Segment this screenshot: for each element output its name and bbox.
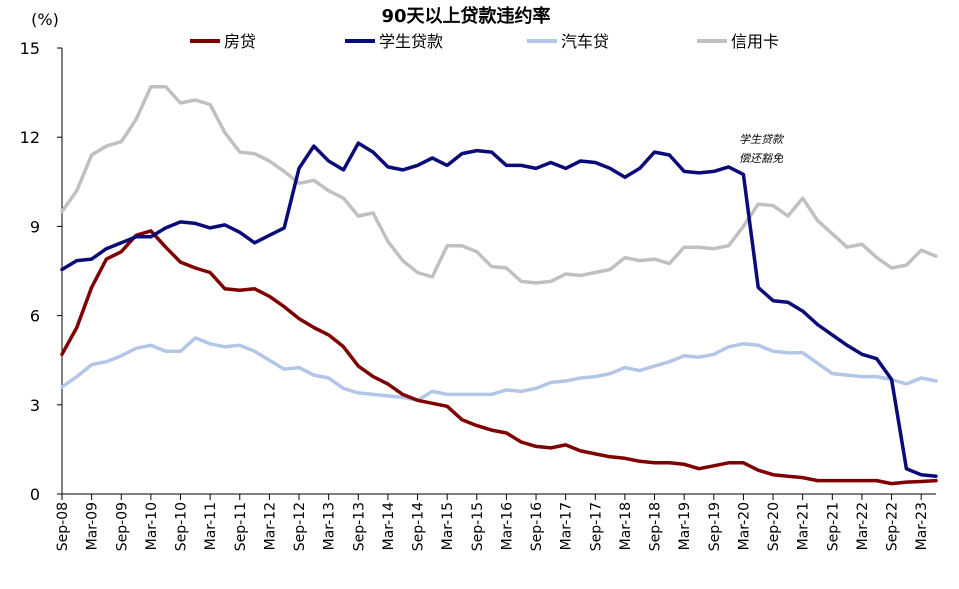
- x-tick-label: Sep-18: [648, 502, 664, 551]
- series-group: [60, 84, 938, 486]
- legend: 房贷 学生贷款 汽车贷 信用卡: [190, 32, 779, 51]
- x-tick-label: Sep-13: [351, 502, 367, 551]
- y-axis: 0 3 6 9 12 15: [20, 39, 63, 504]
- series-line-2: [60, 336, 938, 403]
- x-tick-label: Sep-22: [885, 502, 901, 551]
- x-tick-label: Mar-20: [736, 502, 752, 550]
- legend-label-3: 信用卡: [731, 32, 779, 51]
- x-tick-label: Sep-17: [588, 502, 604, 551]
- y-axis-unit: (%): [31, 10, 59, 29]
- x-tick-label: Sep-12: [292, 502, 308, 551]
- legend-label-2: 汽车贷: [561, 32, 609, 51]
- x-tick-label: Mar-19: [677, 502, 693, 550]
- x-axis: Sep-08 Mar-09 Sep-09 Mar-10 Sep-10 Mar-11 Sep-…: [55, 493, 936, 551]
- x-tick-label: Mar-10: [144, 502, 160, 550]
- series-line-0: [60, 229, 938, 486]
- series-line-1: [60, 141, 938, 478]
- annotation-line-1: 偿还豁免: [739, 152, 784, 165]
- y-tick-label: 12: [20, 128, 40, 147]
- x-tick-label: Sep-14: [411, 502, 427, 551]
- x-tick-label: Sep-15: [470, 502, 486, 551]
- x-tick-label: Sep-20: [766, 502, 782, 551]
- legend-label-0: 房贷: [224, 32, 256, 51]
- chart-title: 90天以上贷款违约率: [381, 5, 550, 27]
- x-tick-label: Sep-09: [114, 502, 130, 551]
- legend-label-1: 学生贷款: [379, 32, 443, 51]
- x-tick-label: Mar-22: [855, 502, 871, 550]
- y-tick-label: 3: [30, 396, 40, 415]
- series-line-3: [60, 84, 938, 285]
- x-tick-label: Mar-15: [440, 502, 456, 550]
- x-tick-label: Sep-11: [233, 502, 249, 551]
- x-tick-label: Sep-16: [529, 502, 545, 551]
- x-tick-label: Mar-23: [914, 502, 930, 550]
- y-tick-label: 6: [30, 307, 40, 326]
- y-tick-label: 0: [30, 485, 40, 504]
- x-tick-label: Mar-21: [796, 502, 812, 550]
- x-tick-label: Sep-21: [825, 502, 841, 551]
- x-tick-label: Sep-08: [55, 502, 71, 551]
- y-tick-label: 9: [30, 217, 40, 236]
- annotation-line-0: 学生贷款: [739, 133, 785, 146]
- x-tick-label: Mar-14: [381, 502, 397, 550]
- x-tick-label: Mar-12: [262, 502, 278, 550]
- x-tick-label: Sep-10: [174, 502, 190, 551]
- x-tick-label: Mar-17: [559, 502, 575, 550]
- x-tick-label: Mar-09: [85, 502, 101, 550]
- x-tick-label: Mar-11: [203, 502, 219, 550]
- x-tick-label: Mar-18: [618, 502, 634, 550]
- y-tick-label: 15: [20, 39, 40, 58]
- x-tick-label: Sep-19: [707, 502, 723, 551]
- x-tick-label: Mar-13: [322, 502, 338, 550]
- x-tick-label: Mar-16: [499, 502, 515, 550]
